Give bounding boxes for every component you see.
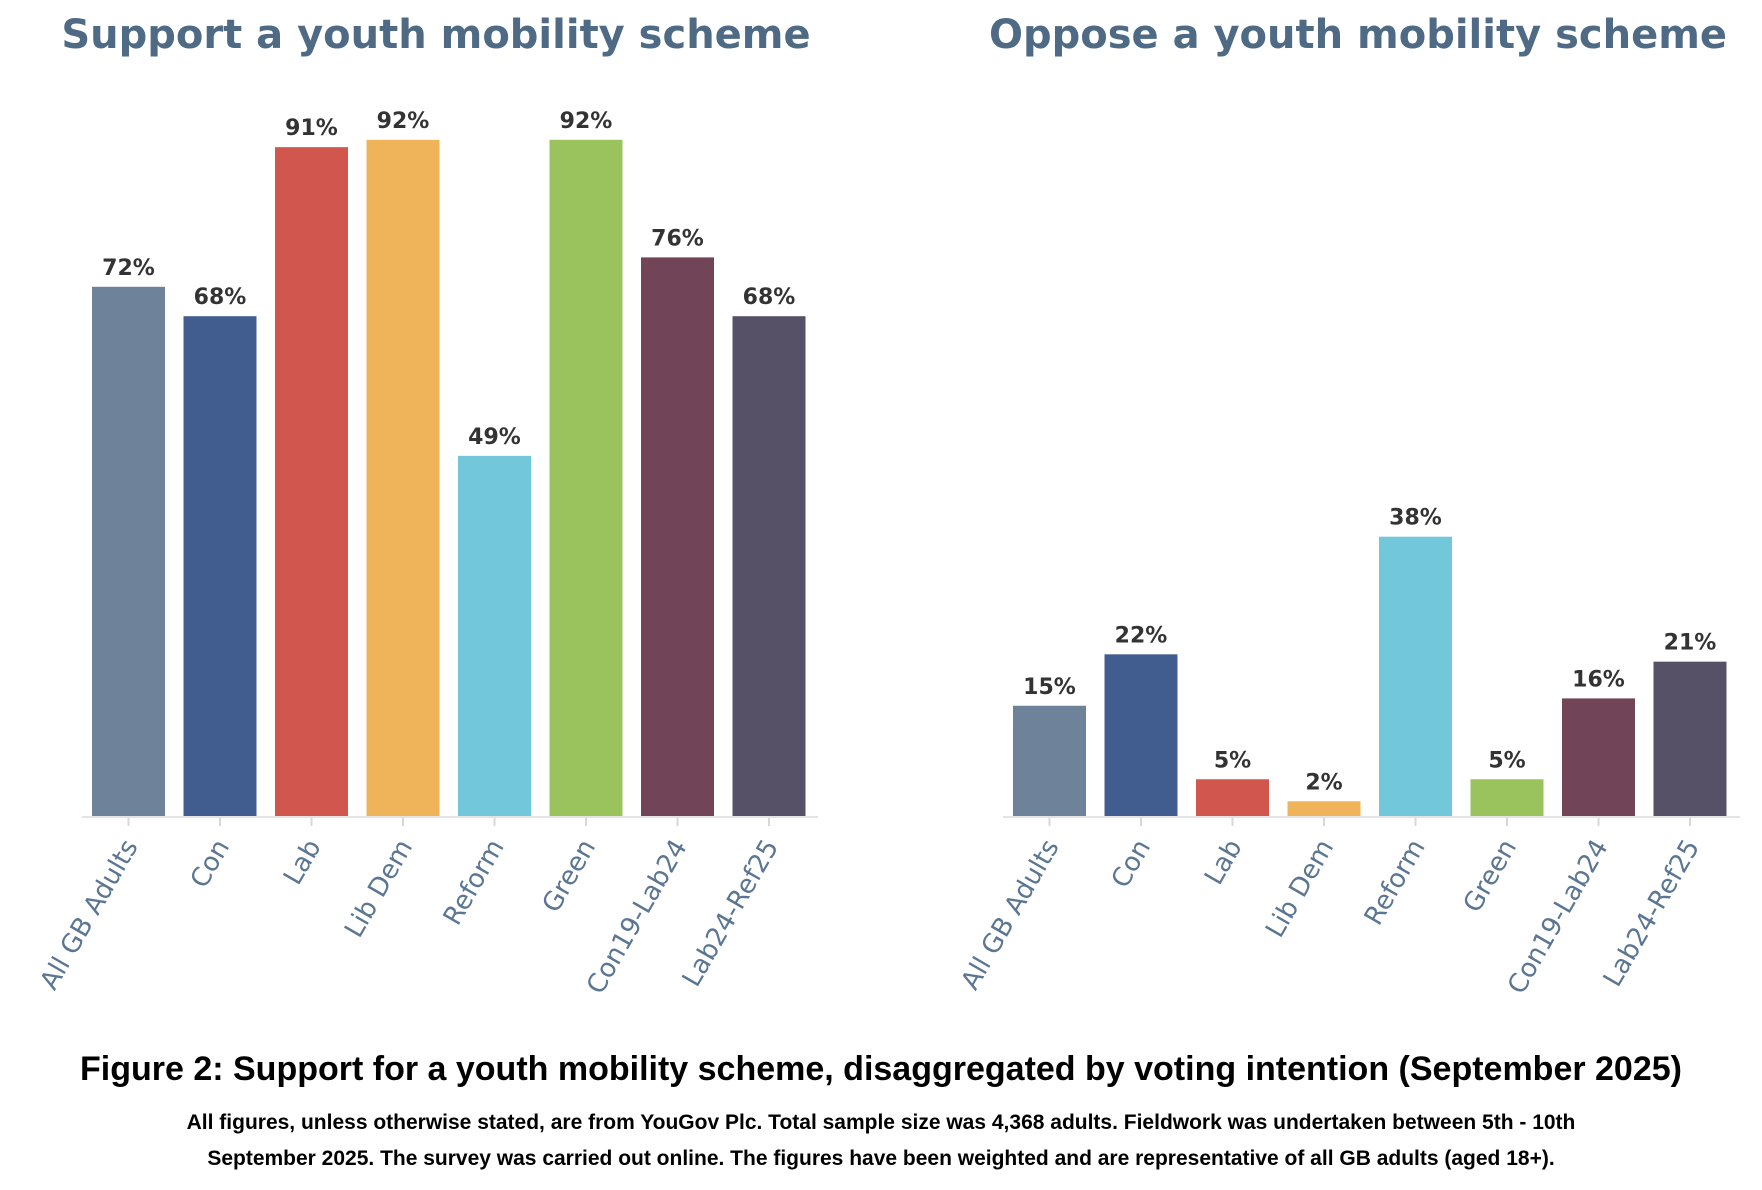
caption-note-line-1: All figures, unless otherwise stated, ar… [186, 1111, 1576, 1134]
support-value-label-con19-lab24: 76% [651, 226, 704, 251]
support-bar-chart: 72% All GB Adults 68% Con 91% Lab 92% Lib Dem 49… [35, 109, 818, 1000]
caption-note-line-2: September 2025. The survey was carried o… [207, 1147, 1555, 1170]
oppose-bar-chart: 15% All GB Adults 22% Con 5% Lab 2% Lib Dem 38% R… [956, 506, 1740, 1000]
support-value-label-green: 92% [560, 109, 613, 134]
oppose-value-label-lab: 5% [1214, 748, 1251, 773]
oppose-bar-lab24-ref25 [1653, 661, 1727, 816]
support-bar-lib-dem [366, 139, 440, 817]
oppose-bar-all-gb-adults [1013, 705, 1086, 816]
oppose-value-label-reform: 38% [1389, 506, 1442, 531]
oppose-value-label-all-gb-adults: 15% [1023, 675, 1076, 700]
oppose-tick-label-reform: Reform [1359, 835, 1432, 931]
oppose-tick-label-lab24-ref25: Lab24-Ref25 [1598, 835, 1706, 992]
oppose-bar-con19-lab24 [1562, 698, 1635, 816]
support-chart-title: Support a youth mobility scheme [61, 12, 810, 58]
oppose-bar-green [1470, 779, 1544, 816]
support-value-label-lab24-ref25: 68% [743, 285, 796, 310]
oppose-value-label-lib-dem: 2% [1305, 770, 1342, 795]
figure-caption-note: All figures, unless otherwise stated, ar… [0, 1105, 1762, 1177]
support-tick-label-lib-dem: Lib Dem [339, 835, 419, 943]
support-value-label-all-gb-adults: 72% [102, 256, 155, 281]
support-value-label-con: 68% [194, 285, 247, 310]
support-bar-lab [275, 147, 348, 816]
support-value-label-reform: 49% [468, 425, 521, 450]
oppose-tick-label-con19-lab24: Con19-Lab24 [1502, 835, 1614, 1000]
oppose-chart-title: Oppose a youth mobility scheme [989, 12, 1727, 58]
support-tick-label-lab: Lab [278, 835, 327, 891]
support-bar-con [183, 316, 257, 816]
oppose-value-label-lab24-ref25: 21% [1664, 631, 1717, 656]
oppose-value-label-con: 22% [1115, 623, 1168, 648]
oppose-bar-lib-dem [1287, 801, 1361, 816]
support-value-label-lab: 91% [285, 116, 338, 141]
support-bar-all-gb-adults [92, 286, 165, 816]
oppose-value-label-con19-lab24: 16% [1572, 667, 1625, 692]
support-tick-label-con19-lab24: Con19-Lab24 [581, 835, 693, 1000]
support-tick-label-green: Green [537, 835, 602, 918]
oppose-bar-reform [1379, 536, 1452, 816]
oppose-tick-label-all-gb-adults: All GB Adults [956, 835, 1066, 996]
oppose-bar-lab [1196, 779, 1269, 816]
oppose-tick-label-lab: Lab [1199, 835, 1248, 891]
figure-caption-title: Figure 2: Support for a youth mobility s… [79, 1050, 1682, 1088]
oppose-tick-label-lib-dem: Lib Dem [1260, 835, 1340, 943]
oppose-bar-con [1104, 654, 1178, 816]
support-tick-label-lab24-ref25: Lab24-Ref25 [677, 835, 785, 992]
support-tick-label-con: Con [185, 835, 236, 894]
support-tick-label-reform: Reform [438, 835, 511, 931]
charts-canvas: Support a youth mobility scheme Oppose a… [35, 12, 1740, 1000]
oppose-tick-label-green: Green [1458, 835, 1523, 918]
support-bar-con19-lab24 [641, 257, 714, 816]
oppose-tick-label-con: Con [1106, 835, 1157, 894]
support-bar-green [549, 139, 623, 817]
oppose-value-label-green: 5% [1488, 748, 1525, 773]
support-bar-lab24-ref25 [732, 316, 806, 816]
support-value-label-lib-dem: 92% [377, 109, 430, 134]
support-bar-reform [458, 455, 531, 816]
support-tick-label-all-gb-adults: All GB Adults [35, 835, 145, 996]
